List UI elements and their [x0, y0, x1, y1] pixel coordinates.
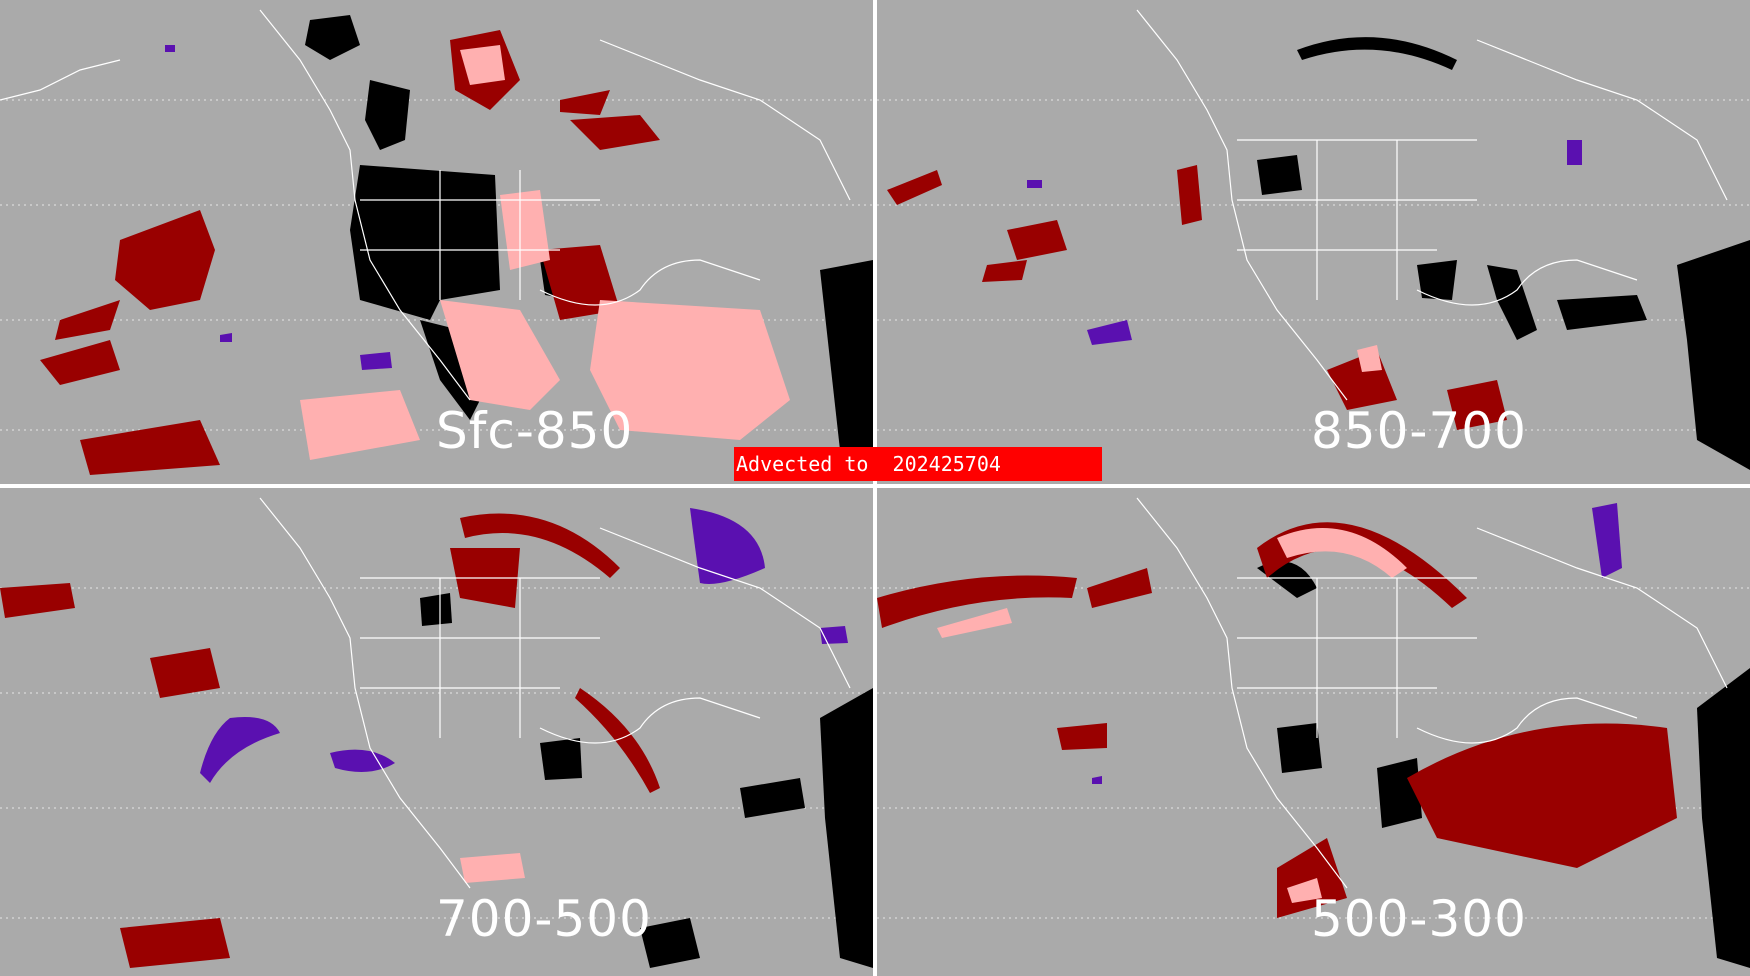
- map-sfc-850: [0, 9, 873, 475]
- panel-850-700: 850-700: [877, 0, 1750, 484]
- layer-label-sfc-850: Sfc-850: [436, 402, 634, 460]
- pink-regions: [300, 45, 790, 460]
- vertical-divider: [873, 0, 877, 976]
- map-850-700: [877, 9, 1750, 470]
- purple-regions: [165, 45, 392, 370]
- horizontal-divider: [0, 484, 1750, 488]
- panel-500-300: 500-300: [877, 488, 1750, 976]
- coastlines-and-borders: [1136, 9, 1728, 401]
- pink-regions: [1357, 345, 1382, 372]
- purple-regions: [1027, 140, 1582, 345]
- coastlines-and-borders: [0, 9, 851, 401]
- panel-sfc-850: Sfc-850: [0, 0, 873, 484]
- pink-regions: [460, 853, 525, 883]
- purple-regions: [200, 508, 848, 783]
- coastlines-and-borders: [259, 497, 851, 889]
- pink-regions: [937, 528, 1407, 903]
- black-regions: [420, 593, 873, 968]
- advection-timestamp-banner: Advected to 202425704: [734, 447, 1102, 481]
- coastlines-and-borders: [1136, 497, 1728, 889]
- layer-label-700-500: 700-500: [436, 890, 652, 948]
- map-500-300: [877, 497, 1750, 968]
- graticule: [0, 587, 873, 919]
- layer-label-500-300: 500-300: [1311, 890, 1527, 948]
- dark-red-regions: [0, 513, 660, 968]
- purple-regions: [1092, 503, 1622, 784]
- panel-700-500: 700-500: [0, 488, 873, 976]
- layer-label-850-700: 850-700: [1311, 402, 1527, 460]
- black-regions: [1257, 37, 1750, 470]
- map-700-500: [0, 497, 873, 968]
